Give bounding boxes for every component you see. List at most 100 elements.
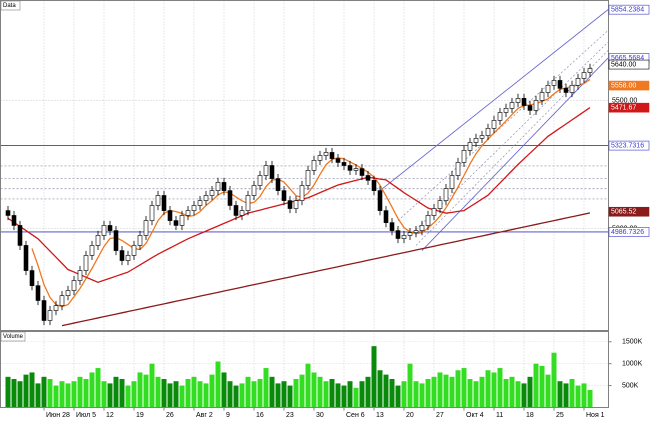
x-tick-label: 23 [286,412,294,419]
volume-bar [65,383,71,408]
candle-body [179,215,185,226]
grid-layer [0,0,609,408]
volume-bar [23,374,29,408]
candle-body [77,270,83,281]
candle-body [509,102,515,109]
x-tick-label: 20 [406,412,414,419]
candle-body [413,230,419,233]
candle-body [389,222,395,231]
candle-body [137,235,143,246]
volume-bar [317,376,323,408]
price-panel-frame [0,0,609,331]
volume-bar [143,374,149,408]
volume-bar [227,381,233,408]
candle-body [41,300,47,321]
candle-body [347,165,353,171]
volume-bar [185,379,191,408]
volume-bar [329,379,335,408]
volume-bar [293,379,299,408]
volume-bar [383,374,389,408]
candle-body [425,215,431,226]
price-marker-box [608,206,650,217]
volume-bar [263,368,269,408]
volume-bar [245,376,251,408]
candle-body [17,225,23,246]
candle-body [461,150,467,163]
trend-line [421,57,609,251]
candle-body [251,185,257,196]
candle-body [407,232,413,236]
candle-body [479,135,485,139]
volume-bar [449,376,455,408]
volume-bar [509,376,515,408]
candle-body [5,210,11,216]
candle-body [557,80,563,89]
price-marker-box [608,140,650,151]
x-tick-label: 9 [226,412,230,419]
candle-body [215,182,221,191]
candle-body [269,165,275,179]
volume-bar [35,383,41,408]
candle-body [227,190,233,206]
x-tick-label: 11 [496,412,503,419]
candle-body [119,250,125,261]
candle-body [113,230,119,251]
volume-bar [407,363,413,408]
candle-body [275,178,281,191]
candle-body [23,245,29,271]
volume-bar [347,381,353,408]
x-tick-label: Июн 28 [46,412,70,419]
moving-average [7,107,591,284]
candle-body [233,205,239,216]
candle-body [149,205,155,221]
volume-bar [131,381,137,408]
candle-body [371,180,377,191]
volume-bar [305,363,311,408]
candle-body [83,255,89,271]
candle-body [257,175,263,186]
volume-bar [191,376,197,408]
candle-body [167,210,173,221]
volume-bar [137,372,143,408]
x-tick-label: Окт 4 [466,412,484,419]
volume-bar [353,387,359,408]
candle-body [317,155,323,161]
volume-bar [257,379,263,408]
candle-body [335,158,341,163]
volume-bar [203,383,209,408]
candle-body [287,200,293,209]
volume-bar [269,376,275,408]
volume-bar [395,385,401,408]
price-marker-box [608,102,650,113]
candle-body [365,175,371,181]
candle-body [515,98,521,103]
price-marker-box [608,59,650,70]
candle-body [533,100,539,111]
volume-panel-frame [0,331,609,408]
x-tick-label: 27 [436,412,444,419]
volume-bar [431,376,437,408]
x-tick-label: 18 [526,412,534,419]
volume-bar [401,381,407,408]
candle-body [101,225,107,236]
volume-bar [287,385,293,408]
price-marker-label: 5640.00 [611,61,636,68]
candle-body [377,190,383,211]
volume-bar [569,379,575,408]
moving-average [61,212,591,327]
volume-bar [587,389,593,408]
candle-body [71,280,77,291]
volume-bar [221,372,227,408]
y-tick-label: 1500K [622,339,643,346]
candle-body [203,195,209,201]
volume-bar [461,368,467,408]
volume-bar [209,374,215,408]
volume-bar [149,363,155,408]
candle-body [491,120,497,129]
volume-bar [467,379,473,408]
candle-body [473,138,479,143]
volume-bar [341,385,347,408]
price-marker-box [608,80,650,91]
volume-bar [107,383,113,408]
candle-body [173,220,179,226]
